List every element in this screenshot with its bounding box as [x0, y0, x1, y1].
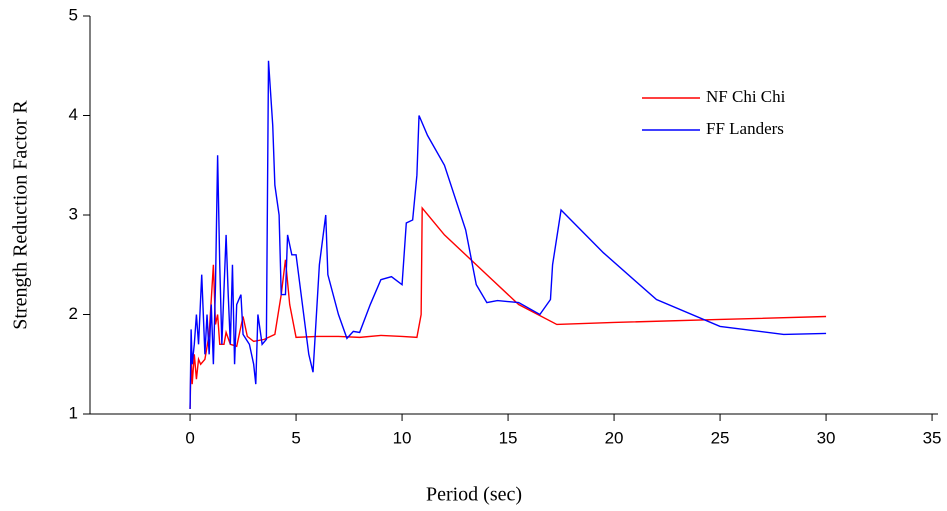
series-line: [189, 206, 827, 410]
x-tick-label: 10: [393, 428, 412, 447]
x-tick-label: 25: [711, 428, 730, 447]
series-line: [189, 60, 827, 410]
x-tick-label: 15: [499, 428, 518, 447]
x-axis-title: Period (sec): [426, 484, 522, 506]
x-tick-label: 35: [923, 428, 942, 447]
y-tick-label: 3: [69, 204, 78, 223]
x-tick-label: 5: [291, 428, 300, 447]
legend-label: FF Landers: [706, 119, 784, 138]
y-axis-title: Strength Reduction Factor R: [10, 100, 32, 330]
x-tick-label: 20: [605, 428, 624, 447]
y-tick-label: 5: [69, 5, 78, 24]
x-tick-label: 30: [817, 428, 836, 447]
y-tick-label: 1: [69, 403, 78, 422]
y-tick-label: 2: [69, 304, 78, 323]
legend-label: NF Chi Chi: [706, 87, 786, 106]
x-tick-label: 0: [185, 428, 194, 447]
y-tick-label: 4: [69, 105, 78, 124]
